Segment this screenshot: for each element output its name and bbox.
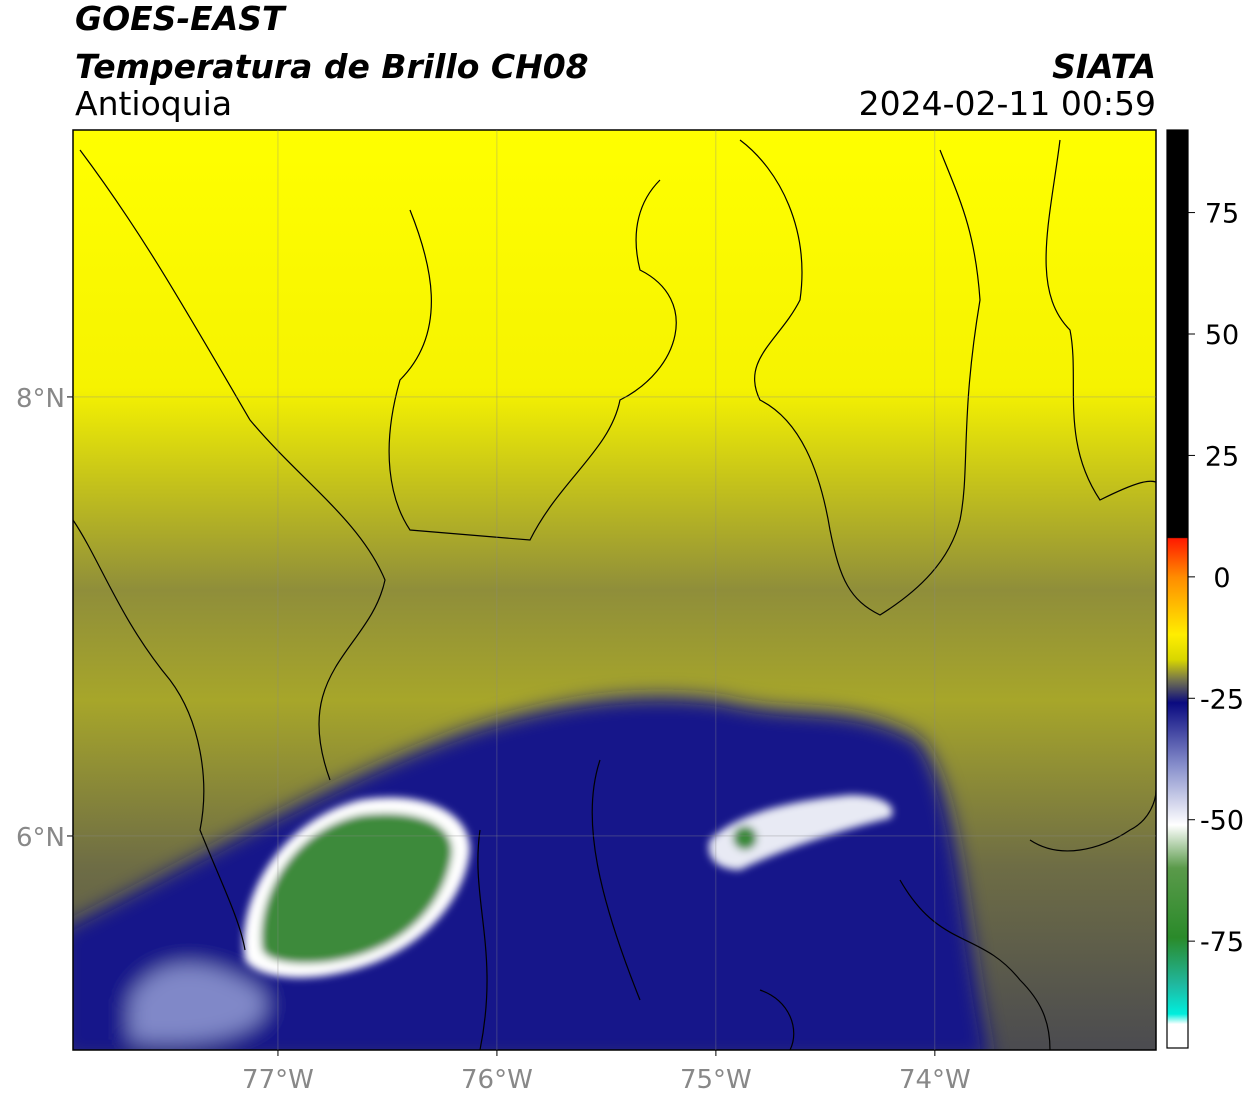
colorbar: [1166, 129, 1189, 1049]
map-frame: [72, 129, 1157, 1051]
x-tick-label: 75°W: [680, 1065, 752, 1095]
region: Antioquia: [75, 84, 232, 123]
colorbar-tick-label: -75: [1200, 927, 1244, 958]
colorbar-tick-label: 25: [1205, 441, 1239, 472]
datetime: 2024-02-11 00:59: [859, 84, 1156, 123]
x-tick-label: 74°W: [899, 1065, 971, 1095]
y-tick-label: 6°N: [16, 823, 65, 853]
x-tick-label: 76°W: [461, 1065, 533, 1095]
colorbar-tick-label: -50: [1200, 806, 1244, 837]
map-field: [73, 130, 1156, 1050]
x-tick-label: 77°W: [242, 1065, 314, 1095]
colorbar-tick-label: -25: [1200, 684, 1244, 715]
colorbar-tick-label: 0: [1213, 563, 1230, 594]
satellite-title: GOES-EAST: [75, 0, 287, 38]
y-tick-label: 8°N: [16, 384, 65, 414]
colorbar-tick-label: 50: [1205, 320, 1239, 351]
source: SIATA: [1052, 47, 1156, 86]
product-title: Temperatura de Brillo CH08: [75, 47, 589, 86]
colorbar-tick-label: 75: [1205, 199, 1239, 230]
